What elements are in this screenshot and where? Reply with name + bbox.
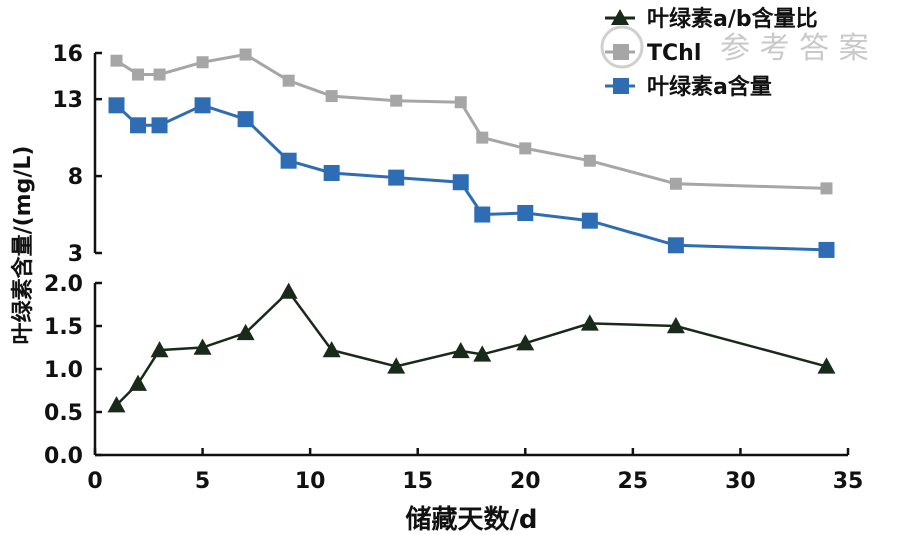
data-point [452,174,469,191]
data-point [153,68,166,81]
legend-item: TChl [605,41,701,66]
y-tick-label: 16 [52,42,83,67]
x-tick-label: 20 [510,469,541,494]
series-line [115,52,827,190]
data-point [818,241,835,258]
series [108,97,835,258]
data-point [237,111,254,128]
data-point [517,205,534,221]
data-point [473,345,492,362]
y-tick-label: 13 [52,88,83,113]
data-point [667,237,684,254]
data-point [129,374,148,391]
legend-label: 叶绿素a含量 [647,74,772,100]
data-point [388,169,405,186]
x-tick-label: 5 [195,469,210,494]
data-point [476,131,489,144]
data-point [669,177,682,190]
series-line [115,103,827,252]
data-point [280,152,297,169]
y-tick-label: 0.0 [44,444,83,469]
legend-marker [611,9,629,25]
data-point [322,341,341,358]
legend-marker [613,78,629,94]
data-point [516,334,535,351]
data-point [325,90,338,103]
data-point [583,154,596,167]
legend: 叶绿素a/b含量比 TChl 叶绿素a含量 [605,6,818,100]
x-tick-label: 0 [87,469,102,494]
x-tick-label: 35 [833,469,864,494]
data-point [817,357,836,374]
x-tick-label: 25 [618,469,649,494]
data-point [323,165,340,181]
series [107,282,836,413]
data-point [108,97,125,114]
data-point [194,97,211,114]
y-tick-label: 0.5 [44,401,83,426]
series-layer [107,48,836,413]
legend-marker [613,44,629,60]
data-point [519,142,532,155]
data-point [132,68,145,81]
x-axis-title: 储藏天数/d [405,504,537,535]
data-point [110,54,123,67]
series-line [115,289,827,406]
axes: 0 5 10 15 20 25 30 35 3 8 13 16 0.0 0.5 1.0 1.5 2.0 [44,42,863,494]
data-point [107,396,126,413]
y-tick-label: 1.5 [44,315,83,340]
data-point [387,357,406,374]
data-point [151,117,168,134]
data-point [282,74,295,87]
data-point [580,314,599,331]
data-point [196,56,209,69]
legend-label: 叶绿素a/b含量比 [647,6,818,32]
data-point [193,338,212,355]
y-tick-label: 1.0 [44,358,83,383]
y-tick-label: 2.0 [44,272,83,297]
data-point [451,341,470,359]
data-point [279,282,298,299]
y-tick-label: 3 [68,242,83,267]
data-point [390,94,403,107]
data-point [130,117,147,134]
series [110,48,833,195]
x-tick-label: 10 [295,469,326,494]
legend-label: TChl [647,41,701,66]
legend-item: 叶绿素a含量 [605,74,772,100]
data-point [454,96,467,109]
data-point [236,323,255,341]
data-point [239,48,252,61]
watermark-text: 参 考 答 案 [720,31,869,66]
data-point [581,212,598,229]
watermark: 参 考 答 案 [600,25,869,69]
data-point [820,182,833,195]
legend-item: 叶绿素a/b含量比 [605,6,818,32]
x-tick-label: 15 [402,469,433,494]
data-point [150,341,169,358]
x-tick-label: 30 [725,469,756,494]
y-tick-label: 8 [68,165,83,190]
data-point [474,206,491,223]
data-point [666,317,685,334]
y-axis-title: 叶绿素含量/(mg/L) [10,146,36,345]
